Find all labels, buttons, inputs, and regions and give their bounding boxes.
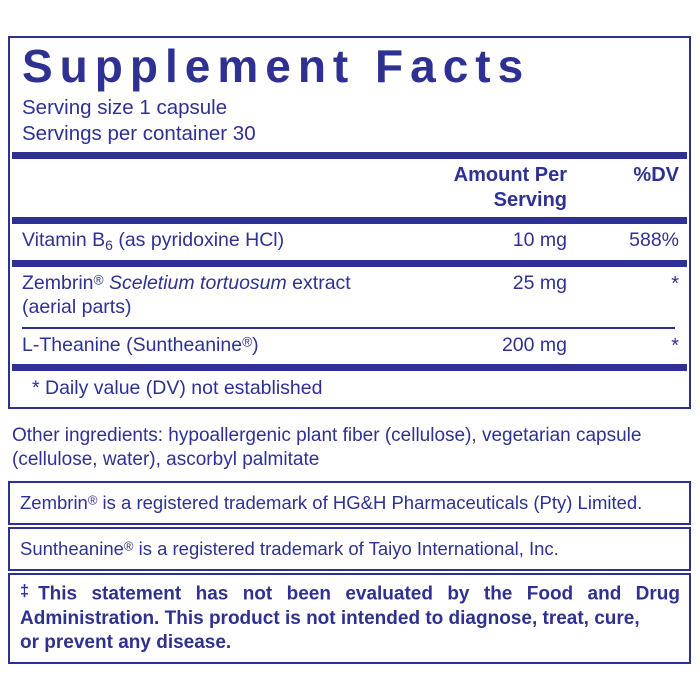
divider-rule-thin — [22, 326, 675, 329]
nutrient-dv-vitamin-b6: 588% — [629, 229, 679, 252]
divider-band-top — [12, 152, 687, 160]
disclaimer-last-line: or prevent any disease. — [20, 631, 232, 653]
nutrient-name-l-theanine: L-Theanine (Suntheanine®) — [22, 333, 259, 356]
other-ingredients-text: Other ingredients: hypoallergenic plant … — [12, 425, 642, 471]
registered-trademark-icon: ® — [87, 492, 98, 508]
fda-disclaimer: ‡This statement has not been evaluated b… — [8, 573, 691, 664]
page-title: Supplement Facts — [22, 40, 531, 92]
serving-size-line: Serving size 1 capsule — [22, 95, 228, 119]
divider-band-footnote — [12, 363, 687, 371]
column-header-dv: %DV — [633, 164, 679, 187]
divider-band-vitamins — [12, 260, 687, 268]
trademark-notice-zembrin: Zembrin® is a registered trademark of HG… — [8, 481, 691, 526]
divider-band-header — [12, 217, 687, 225]
nutrient-name-zembrin: Zembrin® Sceletium tortuosum extract (aer… — [22, 272, 351, 318]
nutrient-name-vitamin-b6: Vitamin B6 (as pyridoxine HCl) — [22, 229, 285, 254]
nutrient-amount-l-theanine: 200 mg — [501, 333, 567, 356]
supplement-facts-panel: Supplement Facts Serving size 1 capsule … — [8, 36, 691, 409]
nutrient-dv-l-theanine: * — [671, 334, 679, 357]
registered-trademark-icon: ® — [242, 334, 253, 350]
servings-per-container-line: Servings per container 30 — [22, 122, 256, 146]
serving-information: Serving size 1 capsule Servings per cont… — [10, 92, 689, 152]
nutrient-amount-vitamin-b6: 10 mg — [512, 229, 567, 252]
column-header-amount: Amount Per Serving — [453, 164, 567, 211]
table-row: Zembrin® Sceletium tortuosum extract (aer… — [10, 267, 689, 326]
species-name: Sceletium tortuosum — [109, 272, 287, 295]
nutrient-amount-zembrin: 25 mg — [512, 272, 567, 295]
subscript-6: 6 — [105, 237, 113, 254]
registered-trademark-icon: ® — [93, 272, 104, 288]
dagger-icon: ‡ — [20, 582, 39, 600]
table-row: Vitamin B6 (as pyridoxine HCl) 10 mg 588… — [10, 224, 689, 260]
registered-trademark-icon: ® — [123, 538, 134, 554]
disclaimer-main-text: This statement has not been evaluated by… — [20, 583, 680, 629]
daily-value-footnote: * Daily value (DV) not established — [32, 376, 323, 399]
nutrient-dv-zembrin: * — [671, 273, 679, 296]
zembrin-part-descriptor: (aerial parts) — [22, 295, 132, 318]
table-header-row: Amount Per Serving %DV — [10, 159, 689, 217]
table-row: L-Theanine (Suntheanine®) 200 mg * — [10, 329, 689, 364]
trademark-notice-suntheanine: Suntheanine® is a registered trademark o… — [8, 527, 691, 572]
